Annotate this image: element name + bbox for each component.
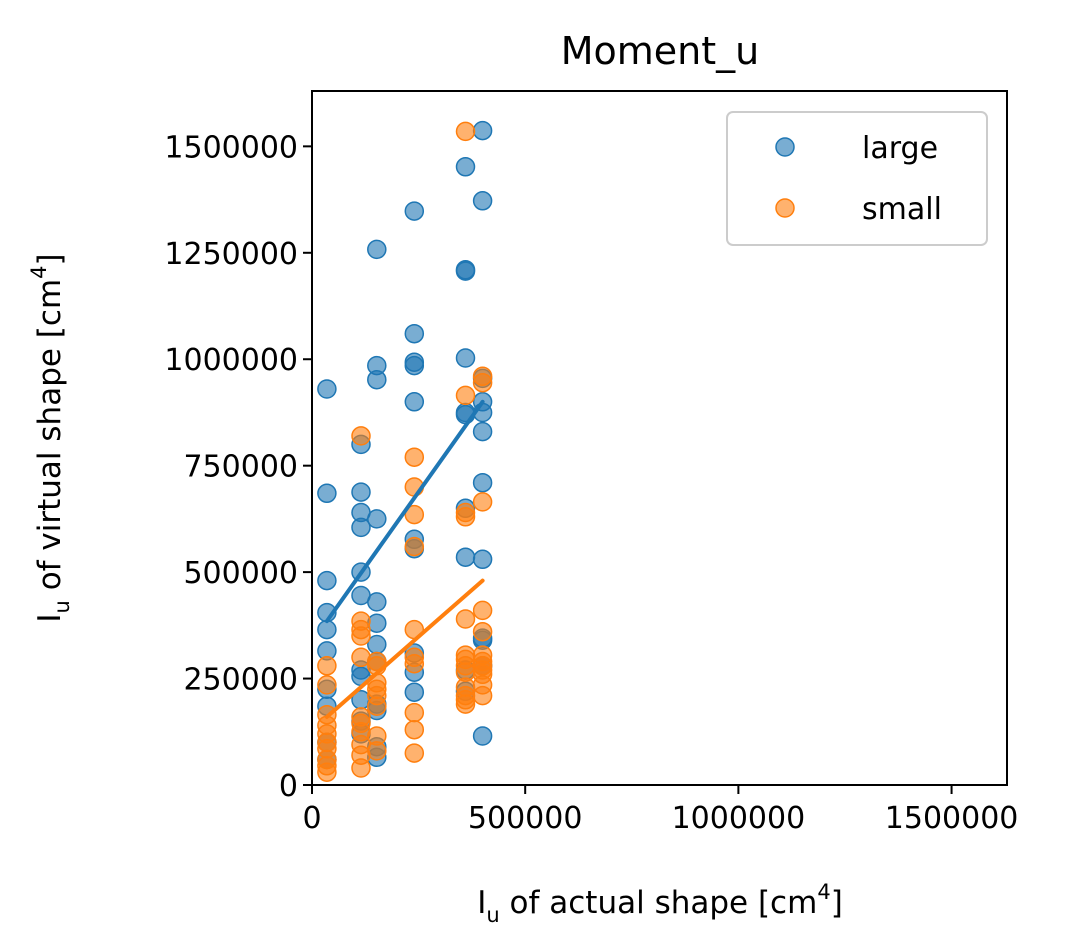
- data-point-small-20: [351, 758, 371, 778]
- plot-frame: [311, 90, 1008, 786]
- data-point-small-31: [404, 504, 425, 525]
- y-tick-label-1: 250000: [183, 663, 298, 698]
- data-point-large-46: [455, 348, 476, 368]
- data-point-small-0: [317, 656, 337, 676]
- data-point-large-4: [317, 619, 337, 640]
- data-point-small-28: [367, 741, 387, 761]
- y-tick-label-6: 1500000: [164, 130, 298, 165]
- data-point-large-34: [404, 323, 425, 344]
- data-point-small-9: [317, 762, 337, 782]
- y-tick-label-0: 0: [279, 769, 298, 804]
- x-tick-label-0: 0: [302, 801, 321, 836]
- y-tick-label-5: 1250000: [164, 237, 298, 272]
- data-point-large-54: [472, 191, 493, 211]
- data-point-large-27: [367, 634, 387, 655]
- data-point-large-53: [472, 120, 493, 141]
- y-axis-label-sup: 4: [27, 265, 51, 278]
- y-tick-label-3: 750000: [183, 450, 298, 485]
- data-point-small-39: [455, 121, 476, 142]
- data-point-small-38: [404, 743, 425, 763]
- y-axis-label-sub: u: [50, 600, 74, 613]
- data-point-small-36: [404, 702, 425, 723]
- data-point-small-26: [367, 696, 387, 716]
- trend-lines: [324, 399, 485, 719]
- trend-line-small: [324, 578, 485, 719]
- x-tick-label-2: 1000000: [672, 801, 806, 836]
- y-tick-label-2: 500000: [183, 556, 298, 591]
- y-axis-label-mid: of virtual shape [cm: [32, 279, 68, 600]
- data-point-large-13: [351, 517, 371, 538]
- data-point-large-43: [455, 157, 476, 177]
- data-point-small-13: [351, 626, 371, 646]
- x-axis-label-main: I: [477, 885, 486, 921]
- legend-marker-small: [775, 198, 795, 218]
- legend: large small: [726, 111, 988, 246]
- legend-label-large: large: [862, 131, 938, 166]
- data-point-small-10: [351, 426, 371, 446]
- data-point-large-58: [472, 421, 493, 442]
- data-point-large-60: [472, 549, 493, 570]
- data-point-large-36: [404, 355, 425, 376]
- y-axis-label-end: ]: [32, 253, 68, 265]
- data-point-small-35: [404, 653, 425, 674]
- data-point-small-1: [317, 675, 337, 695]
- data-point-small-55: [472, 600, 493, 621]
- x-tick-label-3: 1500000: [885, 801, 1019, 836]
- x-axis-label-sup: 4: [817, 880, 830, 904]
- x-axis-label-sub: u: [486, 903, 499, 927]
- x-tick-label-1: 500000: [468, 801, 583, 836]
- data-point-small-37: [404, 719, 425, 740]
- data-point-large-42: [404, 682, 425, 702]
- legend-marker-large: [775, 137, 795, 157]
- data-point-small-32: [404, 536, 425, 557]
- data-point-large-24: [367, 509, 387, 529]
- data-point-large-2: [317, 570, 337, 591]
- y-tick-label-4: 1000000: [164, 343, 298, 378]
- legend-label-small: small: [862, 192, 942, 227]
- y-axis-label-main: I: [32, 613, 68, 622]
- x-axis-label: Iu of actual shape [cm4]: [477, 880, 843, 927]
- data-point-small-56: [472, 621, 493, 642]
- legend-box: [726, 111, 988, 246]
- y-axis-label: Iu of virtual shape [cm4]: [27, 253, 74, 622]
- chart-title: Moment_u: [561, 29, 760, 73]
- data-point-small-63: [472, 685, 493, 706]
- data-point-small-43: [455, 609, 476, 629]
- data-point-small-54: [472, 492, 493, 512]
- data-point-large-45: [455, 261, 476, 281]
- x-axis-label-end: ]: [831, 885, 843, 921]
- trend-line-large: [324, 399, 485, 624]
- data-point-small-53: [472, 372, 493, 393]
- data-point-large-64: [472, 726, 493, 746]
- data-point-large-37: [404, 392, 425, 412]
- axes: 0 500000 1000000 1500000 0 250000 500000 750000…: [164, 130, 1018, 836]
- data-point-large-50: [455, 547, 476, 567]
- data-point-large-59: [472, 472, 493, 493]
- data-point-large-1: [317, 483, 337, 504]
- data-point-small-51: [455, 694, 476, 714]
- data-point-large-23: [367, 369, 387, 390]
- data-point-small-40: [455, 385, 476, 406]
- data-point-large-33: [404, 201, 425, 221]
- data-point-large-11: [351, 482, 371, 502]
- data-point-large-25: [367, 592, 387, 612]
- data-point-large-21: [367, 239, 387, 260]
- data-point-small-42: [455, 507, 476, 527]
- data-point-small-29: [404, 447, 425, 467]
- x-axis-label-mid: of actual shape [cm: [500, 885, 818, 921]
- data-point-large-0: [317, 379, 337, 399]
